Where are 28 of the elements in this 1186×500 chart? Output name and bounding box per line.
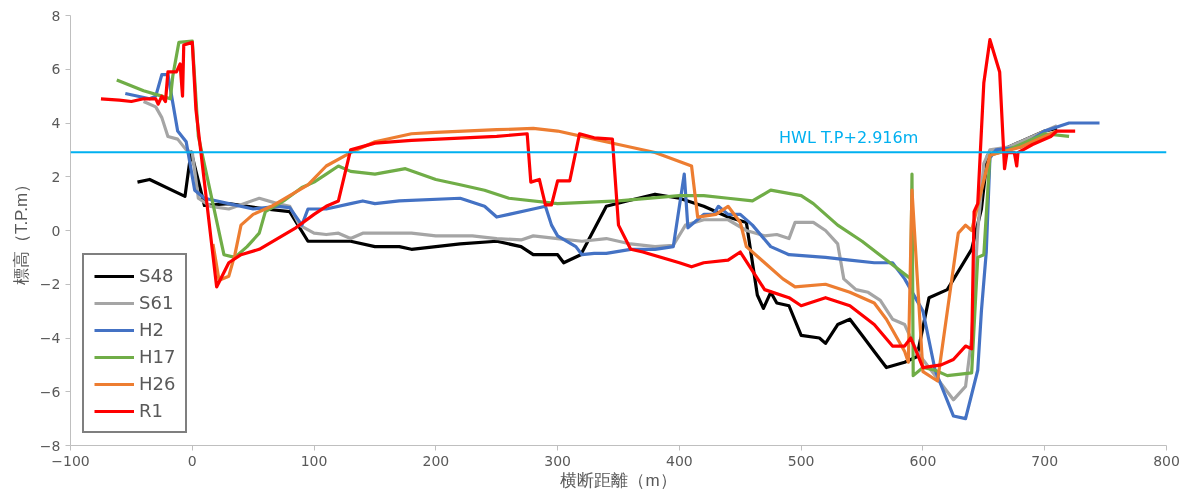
y-tick-label: 6: [51, 61, 61, 78]
x-tick-label: 800: [1153, 452, 1180, 469]
ref-line-label: HWL T.P+2.916m: [779, 128, 919, 148]
x-tick-label: 100: [300, 452, 328, 469]
y-axis-title: 標高（T.P.m）: [11, 175, 31, 286]
legend-label: H26: [139, 373, 176, 394]
y-tick-label: −6: [39, 383, 61, 400]
x-tick-label: 500: [787, 452, 815, 469]
x-tick-label: −100: [51, 452, 90, 469]
x-axis-title: 横断距離（m）: [560, 470, 677, 490]
y-tick-label: −8: [39, 437, 61, 454]
y-tick-label: 4: [51, 115, 61, 131]
x-tick-label: 400: [666, 452, 693, 469]
legend-label: H17: [139, 346, 176, 367]
legend-label: H2: [139, 319, 164, 340]
y-tick-label: −2: [39, 276, 61, 293]
legend-label: R1: [139, 400, 163, 421]
y-tick-label: 0: [51, 222, 61, 239]
x-tick-label: 0: [187, 452, 197, 469]
y-tick-label: 2: [51, 168, 61, 185]
legend-label: S48: [139, 265, 174, 286]
x-tick-label: 600: [909, 452, 937, 469]
y-tick-label: −4: [39, 330, 61, 346]
x-tick-label: 700: [1031, 452, 1059, 469]
legend-label: S61: [139, 292, 174, 313]
y-tick-label: 8: [51, 7, 61, 24]
x-tick-label: 300: [544, 452, 571, 469]
x-tick-label: 200: [422, 452, 450, 469]
